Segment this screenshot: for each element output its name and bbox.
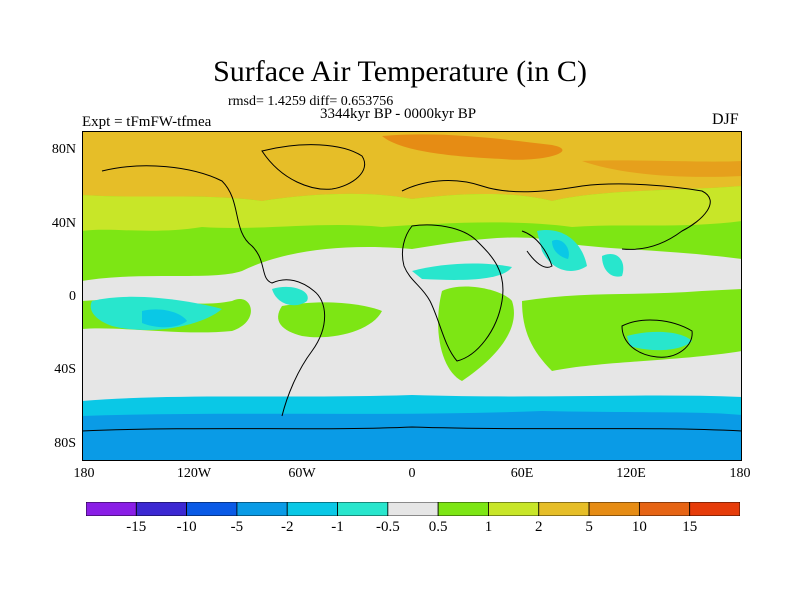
sahel-cool-patch [412,263,512,280]
lat-tick-label: 40S [54,362,76,377]
lat-tick-label: 80S [54,436,76,451]
arctic-warm-field [82,131,742,201]
colorbar-label: 0.5 [428,519,448,535]
colorbar-swatch [638,502,691,516]
colorbar-swatch [135,502,188,516]
colorbar [86,502,740,516]
lon-tick-label: 60W [288,466,316,481]
colorbar-label: 5 [585,519,593,535]
lon-tick-label: 120E [616,466,646,481]
colorbar-swatch [236,502,288,516]
lat-tick-label: 80N [51,142,76,157]
siberia-hot-spot [582,160,742,177]
lat-tick-label: 40N [51,216,76,231]
india-coastline [521,230,553,268]
season-label: DJF [712,111,739,128]
colorbar-label: 2 [535,519,543,535]
experiment-label: Expt = tFmFW-tfmea [82,114,212,130]
antarctic-cold-field [82,411,742,461]
australia-coastline [621,319,693,358]
antarctica-coastline [82,426,742,432]
africa-green-patch [438,286,514,381]
map-frame [82,131,742,461]
temperature-map [82,131,742,461]
lon-tick-label: 0 [408,466,416,481]
coastlines [82,144,742,432]
lon-tick-label: 180 [73,466,95,481]
colorbar-swatch [437,502,489,516]
greenland-coastline [261,144,365,190]
stats-label: rmsd= 1.4259 diff= 0.653756 [228,94,394,109]
colorbar-swatch [689,502,740,516]
colorbar-label: 15 [682,519,698,535]
colorbar-swatch [186,502,238,516]
colorbar-swatch [387,502,439,516]
india-cold-core [552,239,569,259]
colorbar-label: 1 [484,519,493,535]
colorbar-label: 10 [631,519,647,535]
colorbar-swatch [86,502,137,516]
eurasia-coastline [401,180,711,250]
colorbar-label: -0.5 [375,519,400,535]
colorbar-label: -2 [280,519,294,535]
lon-tick-label: 60E [510,466,534,481]
arctic-hot-spot [382,134,563,160]
colorbar-label: -15 [126,519,147,535]
americas-coastline [101,165,326,417]
period-label: 3344kyr BP - 0000kyr BP [320,106,477,122]
indochina-cool-patch [602,253,624,277]
lat-tick-label: 0 [69,289,76,304]
colorbar-swatch [488,502,540,516]
colorbar-swatch [588,502,640,516]
lon-tick-label: 120W [176,466,212,481]
plot-title: Surface Air Temperature (in C) [213,55,587,88]
colorbar-label: -10 [176,519,197,535]
colorbar-swatch [538,502,590,516]
amazon-cool-patch [272,286,308,306]
colorbar-label: -1 [331,519,344,535]
colorbar-swatch [286,502,338,516]
africa-coastline [401,224,504,362]
australia-cool-patch [627,331,692,351]
pacific-cold-core [142,309,187,328]
colorbar-label: -5 [230,519,244,535]
lon-tick-label: 180 [729,466,751,481]
midlat-band [82,186,742,231]
atlantic-green-patch [278,302,382,338]
colorbar-swatch [337,502,389,516]
indian-ocean-green [522,289,742,371]
